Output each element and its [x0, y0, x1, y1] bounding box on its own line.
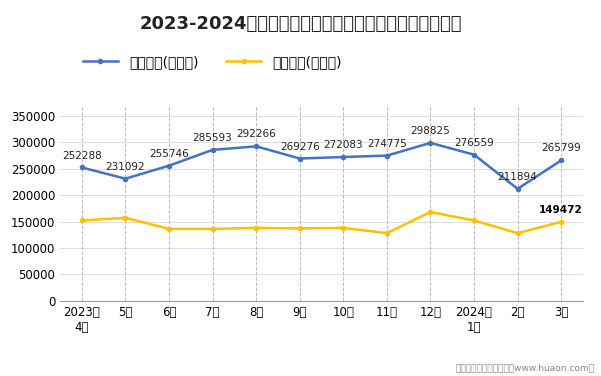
进口总额(万美元) — [165, 227, 172, 231]
Text: 292266: 292266 — [236, 129, 276, 139]
进口总额(万美元) — [383, 231, 391, 235]
进口总额(万美元) — [252, 226, 260, 230]
出口总额(万美元) — [471, 152, 478, 157]
Text: 255746: 255746 — [149, 149, 189, 159]
进口总额(万美元) — [340, 226, 347, 230]
出口总额(万美元) — [514, 186, 521, 191]
出口总额(万美元) — [209, 148, 216, 152]
Legend: 出口总额(万美元), 进口总额(万美元): 出口总额(万美元), 进口总额(万美元) — [78, 50, 347, 75]
Line: 进口总额(万美元): 进口总额(万美元) — [80, 210, 563, 235]
出口总额(万美元) — [558, 158, 565, 162]
进口总额(万美元) — [296, 226, 304, 230]
Text: 制图：华经产业研究院（www.huaon.com）: 制图：华经产业研究院（www.huaon.com） — [456, 363, 595, 372]
Text: 274775: 274775 — [367, 139, 407, 149]
出口总额(万美元) — [252, 144, 260, 149]
出口总额(万美元) — [427, 141, 434, 145]
进口总额(万美元) — [558, 220, 565, 224]
出口总额(万美元) — [340, 155, 347, 159]
Text: 272083: 272083 — [323, 140, 363, 150]
出口总额(万美元) — [122, 176, 129, 181]
进口总额(万美元) — [514, 231, 521, 235]
Text: 269276: 269276 — [280, 141, 320, 152]
进口总额(万美元) — [122, 215, 129, 220]
Text: 149472: 149472 — [539, 205, 583, 215]
Text: 231092: 231092 — [106, 162, 145, 172]
Text: 211894: 211894 — [498, 172, 537, 182]
Line: 出口总额(万美元): 出口总额(万美元) — [80, 141, 563, 191]
出口总额(万美元) — [296, 156, 304, 161]
出口总额(万美元) — [165, 164, 172, 168]
Text: 276559: 276559 — [454, 138, 494, 148]
出口总额(万美元) — [383, 153, 391, 158]
Text: 265799: 265799 — [542, 143, 581, 153]
进口总额(万美元) — [78, 218, 85, 223]
Text: 298825: 298825 — [410, 126, 450, 136]
进口总额(万美元) — [209, 227, 216, 231]
Text: 285593: 285593 — [193, 133, 233, 143]
进口总额(万美元) — [427, 210, 434, 214]
出口总额(万美元) — [78, 165, 85, 170]
Text: 252288: 252288 — [62, 150, 102, 161]
进口总额(万美元) — [471, 218, 478, 223]
Text: 2023-2024年南通市商品收发货人所在地进、出口额统计: 2023-2024年南通市商品收发货人所在地进、出口额统计 — [139, 15, 462, 33]
